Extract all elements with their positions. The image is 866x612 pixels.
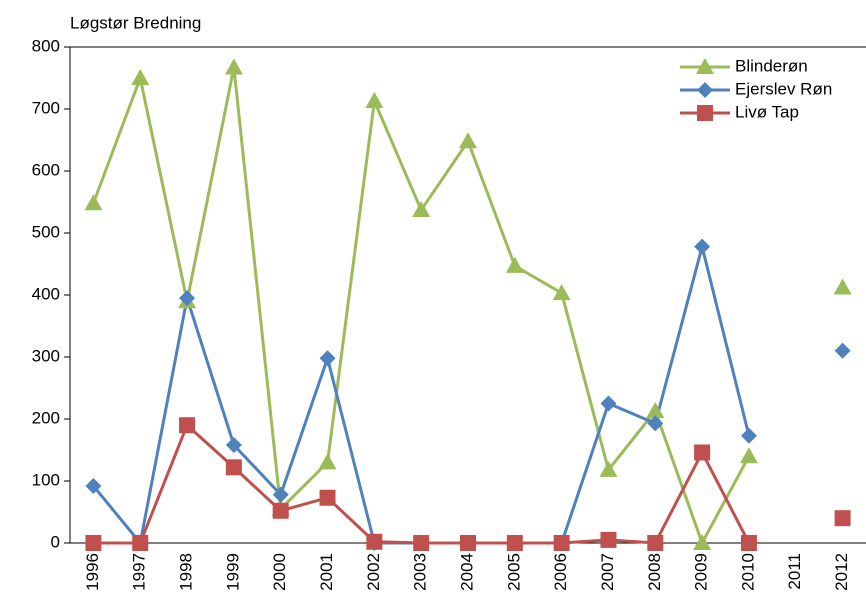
marker (459, 132, 477, 149)
x-tick-label: 2005 (504, 553, 523, 591)
y-tick-label: 0 (51, 532, 60, 551)
x-tick-label: 2000 (270, 553, 289, 591)
marker (740, 535, 757, 551)
marker (225, 437, 242, 454)
marker (413, 535, 430, 551)
y-tick-label: 800 (32, 36, 60, 55)
marker (85, 535, 102, 551)
y-tick-label: 700 (32, 98, 60, 117)
marker (179, 290, 196, 307)
marker (647, 535, 664, 551)
x-tick-label: 2003 (411, 553, 430, 591)
marker (506, 535, 523, 551)
marker (505, 256, 524, 273)
x-tick-label: 2004 (457, 553, 476, 591)
legend-label: Livø Tap (735, 102, 799, 121)
marker (697, 82, 713, 98)
marker (224, 58, 243, 75)
marker (694, 238, 711, 255)
y-tick-label: 500 (32, 222, 60, 241)
marker (366, 533, 383, 550)
marker (225, 459, 242, 476)
marker (365, 91, 384, 108)
marker (318, 453, 337, 470)
marker (647, 415, 664, 432)
marker (319, 489, 336, 506)
marker (84, 194, 103, 211)
marker (460, 535, 476, 551)
legend-label: Blinderøn (735, 56, 808, 75)
x-tick-label: 1996 (83, 553, 102, 591)
marker (179, 417, 196, 434)
x-tick-label: 1997 (130, 553, 149, 591)
chart-title: Løgstør Bredning (70, 13, 201, 32)
x-tick-label: 2002 (364, 553, 383, 591)
y-tick-label: 300 (32, 346, 60, 365)
marker (646, 401, 665, 418)
y-tick-label: 200 (32, 408, 60, 427)
marker (834, 342, 851, 359)
marker (319, 350, 336, 367)
marker (552, 284, 571, 301)
marker (740, 427, 757, 444)
x-tick-label: 2001 (317, 553, 336, 591)
marker (600, 395, 617, 412)
marker (553, 535, 570, 551)
x-tick-label: 2012 (832, 553, 851, 591)
x-tick-label: 2011 (785, 553, 804, 590)
marker (412, 201, 431, 218)
marker (697, 105, 713, 121)
marker (599, 460, 618, 477)
x-tick-label: 2007 (598, 553, 617, 591)
marker (833, 278, 852, 295)
marker (600, 531, 617, 548)
x-tick-label: 2008 (645, 553, 664, 591)
marker (272, 486, 289, 503)
y-tick-label: 100 (32, 470, 60, 489)
marker (739, 447, 758, 464)
marker (694, 444, 711, 461)
marker (272, 502, 289, 519)
x-tick-label: 2009 (692, 553, 711, 591)
x-tick-label: 1999 (223, 553, 242, 591)
marker (834, 510, 851, 527)
marker (132, 535, 149, 551)
marker (696, 58, 714, 74)
legend-label: Ejerslev Røn (735, 79, 832, 98)
x-tick-label: 2010 (738, 553, 757, 591)
marker (131, 69, 150, 85)
y-tick-label: 400 (32, 284, 60, 303)
x-tick-label: 1998 (177, 553, 196, 591)
y-tick-label: 600 (32, 160, 60, 179)
marker (85, 477, 102, 494)
series-line (92, 246, 751, 547)
series-line (93, 422, 751, 545)
x-tick-label: 2006 (551, 553, 570, 591)
marker (693, 534, 712, 550)
